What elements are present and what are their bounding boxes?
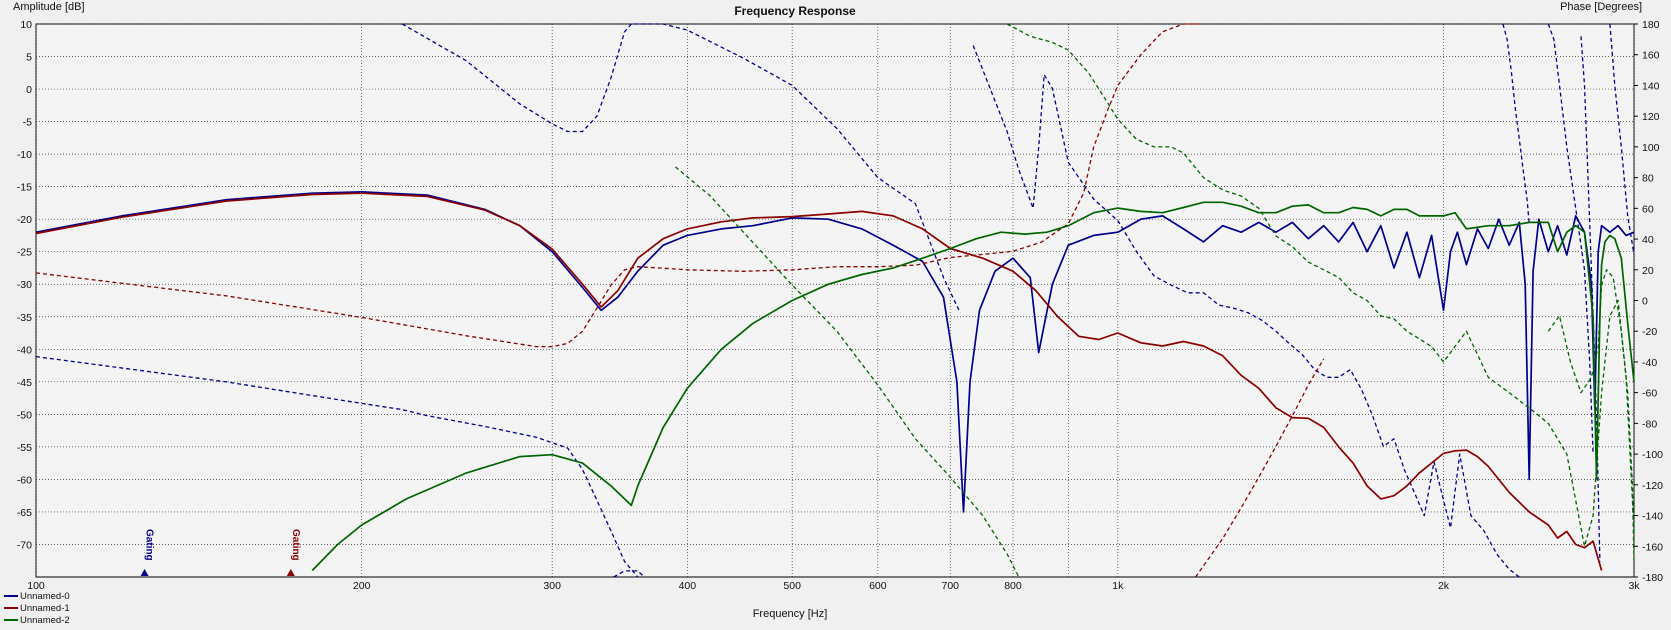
gating-marker-label: Gating bbox=[144, 529, 155, 561]
y-axis-label: Amplitude [dB] bbox=[13, 1, 85, 13]
y2-tick-label: -20 bbox=[1642, 326, 1657, 338]
x-tick-label: 700 bbox=[941, 580, 959, 592]
y-tick-label: -35 bbox=[17, 312, 32, 324]
series-unnamed-0-phase-line bbox=[1609, 23, 1635, 255]
y-tick-label: -5 bbox=[23, 117, 32, 129]
y-tick-label: -30 bbox=[17, 279, 32, 291]
x-tick-label: 300 bbox=[543, 580, 561, 592]
gating-marker-label: Gating bbox=[290, 529, 301, 561]
series-unnamed-0-phase-line bbox=[401, 23, 961, 314]
legend-label-unnamed-0: Unnamed-0 bbox=[20, 591, 70, 602]
series-unnamed-1-amplitude-line bbox=[35, 192, 1603, 571]
gating-marker-arrow bbox=[140, 569, 149, 576]
x-tick-label: 400 bbox=[679, 580, 697, 592]
y2-tick-label: -140 bbox=[1642, 511, 1663, 523]
y-tick-label: -20 bbox=[17, 214, 32, 226]
y-tick-label: -70 bbox=[17, 539, 32, 551]
x-tick-label: 3k bbox=[1628, 580, 1640, 592]
y2-tick-label: 100 bbox=[1642, 142, 1660, 154]
x-axis-label: Frequency [Hz] bbox=[753, 608, 828, 620]
y-tick-label: -60 bbox=[17, 474, 32, 486]
y2-tick-label: 80 bbox=[1642, 173, 1654, 185]
series-unnamed-2-phase-line bbox=[1547, 269, 1635, 562]
series-unnamed-2-amplitude-line bbox=[311, 201, 1635, 572]
series-unnamed-0-phase-line bbox=[972, 45, 1520, 578]
y2-tick-label: 120 bbox=[1642, 111, 1660, 123]
y-tick-label: -50 bbox=[17, 409, 32, 421]
x-tick-label: 100 bbox=[27, 580, 45, 592]
series-unnamed-0-amplitude-line bbox=[35, 191, 1635, 513]
series-unnamed-0-phase-line bbox=[35, 355, 639, 578]
y2-axis-label: Phase [Degrees] bbox=[1560, 1, 1642, 13]
y-tick-label: -25 bbox=[17, 247, 32, 259]
y-tick-label: 10 bbox=[20, 19, 32, 31]
series-unnamed-0-phase-line bbox=[1502, 23, 1530, 224]
series-unnamed-0-phase-line bbox=[1547, 23, 1594, 455]
series-unnamed-0-phase-line bbox=[613, 570, 645, 578]
axes-layer: 10 5 0 -5 -10 -15 -20 -25 -30 -35 -40 -45 -50 -55 -60 -… bbox=[17, 19, 1663, 592]
y2-tick-label: -40 bbox=[1642, 357, 1657, 369]
y-tick-label: -40 bbox=[17, 344, 32, 356]
y2-tick-label: 60 bbox=[1642, 203, 1654, 215]
x-tick-label: 200 bbox=[353, 580, 371, 592]
y-tick-label: -65 bbox=[17, 507, 32, 519]
y2-tick-label: 0 bbox=[1642, 296, 1648, 308]
series-unnamed-0-phase-line bbox=[1580, 36, 1601, 562]
y-tick-label: 5 bbox=[26, 52, 32, 64]
series-unnamed-1-phase-line bbox=[35, 23, 1204, 348]
y-tick-label: 0 bbox=[26, 84, 32, 96]
y2-tick-label: 40 bbox=[1642, 234, 1654, 246]
series-layer bbox=[35, 23, 1635, 578]
y2-tick-label: 20 bbox=[1642, 265, 1654, 277]
x-tick-label: 1k bbox=[1112, 580, 1124, 592]
legend: Unnamed-0 Unnamed-1 Unnamed-2 bbox=[4, 591, 70, 626]
chart-title: Frequency Response bbox=[734, 4, 856, 18]
legend-label-unnamed-2: Unnamed-2 bbox=[20, 615, 70, 625]
y2-tick-label: -60 bbox=[1642, 388, 1657, 400]
y2-tick-label: -80 bbox=[1642, 418, 1657, 430]
series-unnamed-2-phase-line bbox=[674, 166, 1020, 578]
y-tick-label: -45 bbox=[17, 377, 32, 389]
y2-tick-label: 160 bbox=[1642, 50, 1660, 62]
y2-tick-label: -160 bbox=[1642, 541, 1663, 553]
x-tick-label: 2k bbox=[1438, 580, 1450, 592]
plot-area bbox=[35, 23, 1635, 578]
x-tick-label: 800 bbox=[1004, 580, 1022, 592]
y2-tick-label: -100 bbox=[1642, 449, 1663, 461]
gating-marker-arrow bbox=[286, 569, 295, 576]
legend-label-unnamed-1: Unnamed-1 bbox=[20, 603, 70, 614]
series-unnamed-1-phase-line bbox=[1195, 358, 1325, 578]
y2-tick-label: -120 bbox=[1642, 480, 1663, 492]
x-tick-label: 600 bbox=[869, 580, 887, 592]
y-tick-label: -10 bbox=[17, 149, 32, 161]
y-tick-label: -55 bbox=[17, 442, 32, 454]
x-tick-label: 500 bbox=[783, 580, 801, 592]
series-unnamed-2-phase-line bbox=[1006, 23, 1635, 547]
y-tick-label: -15 bbox=[17, 182, 32, 194]
y2-tick-label: 180 bbox=[1642, 19, 1660, 31]
marker-layer: Gating Gating bbox=[140, 529, 301, 576]
y2-tick-label: 140 bbox=[1642, 80, 1660, 92]
y2-tick-label: -180 bbox=[1642, 572, 1663, 584]
